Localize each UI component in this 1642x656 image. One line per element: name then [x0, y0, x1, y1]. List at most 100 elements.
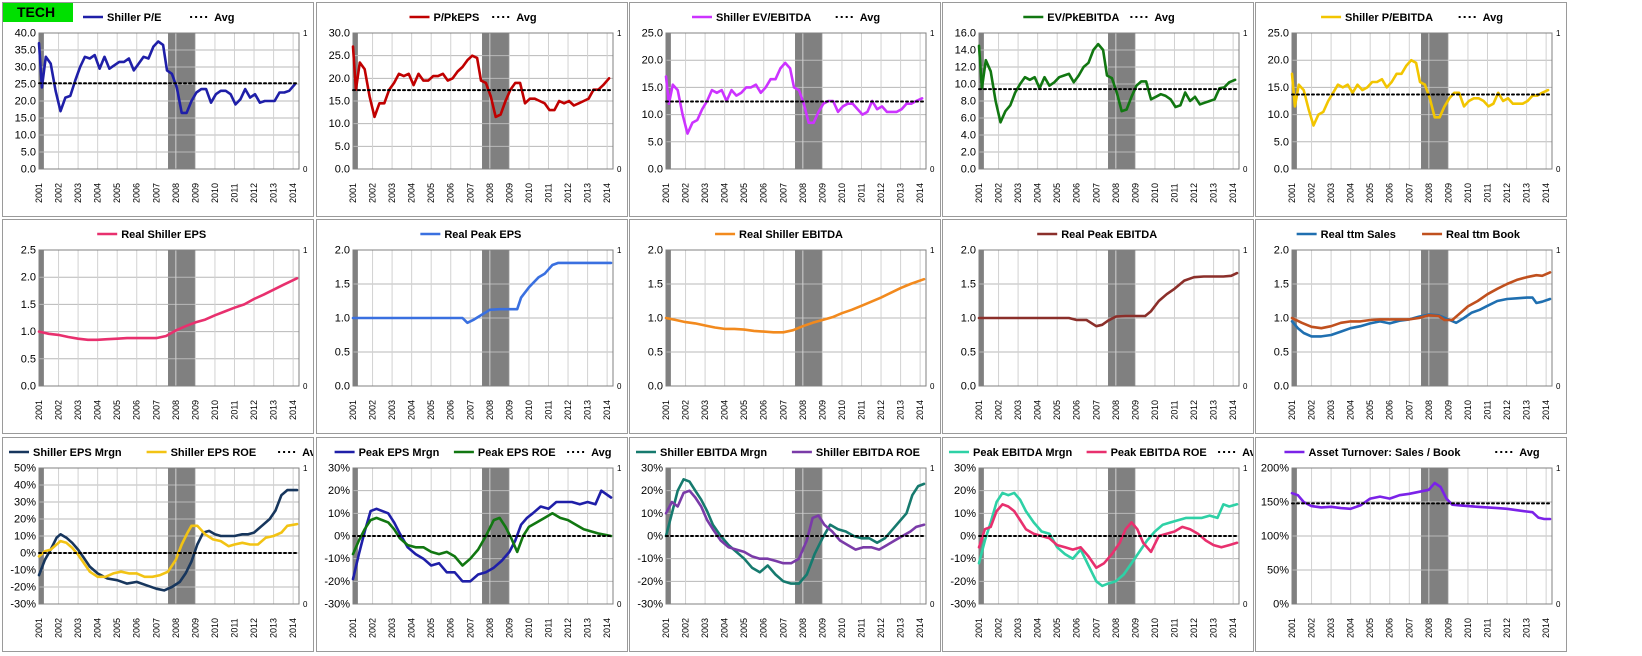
- y-tick-label: 0%: [647, 531, 663, 543]
- x-tick-label: 2001: [974, 618, 984, 638]
- secondary-axis-label: 0: [930, 600, 935, 609]
- x-tick-label: 2011: [856, 618, 866, 637]
- legend-label: Shiller EPS Mrgn: [33, 447, 122, 459]
- x-tick-label: 2003: [1013, 400, 1023, 420]
- legend-item: Real Shiller EBITDA: [715, 229, 843, 241]
- plot-area: [352, 32, 614, 170]
- x-tick-label: 2010: [524, 618, 534, 638]
- x-tick-label: 2007: [151, 618, 161, 638]
- x-tick-label: 2005: [1365, 618, 1375, 638]
- y-tick-label: 1.0: [335, 313, 350, 325]
- x-tick-label: 2008: [1111, 400, 1121, 420]
- chart-panel: 0.0 2.0 4.0 6.0 8.0 10.0 12.0 14.0 16.0 1 0 2001 200…: [942, 2, 1254, 217]
- chart-svg: 0.0 0.5 1.0 1.5 2.0 1 0 2001 2002 2003 2004 2005 200…: [961, 229, 1248, 420]
- y-tick-label: 20.0: [642, 55, 663, 67]
- x-tick-label: 2008: [485, 183, 495, 203]
- y-tick-label: 0.5: [648, 347, 663, 359]
- x-tick-label: 2011: [229, 400, 239, 419]
- chart-panel: 0.0 5.0 10.0 15.0 20.0 25.0 1 0 2001 2002 2003 2004…: [1255, 2, 1567, 217]
- x-tick-label: 2003: [387, 400, 397, 420]
- x-tick-label: 2007: [1404, 183, 1414, 203]
- secondary-axis-label: 1: [930, 246, 935, 255]
- legend-label: Peak EPS Mrgn: [359, 447, 440, 459]
- secondary-axis-label: 1: [303, 246, 308, 255]
- chart-panel: 0% 50% 100% 150% 200% 1 0 2001 2002 2003 2004 2005 2…: [1255, 437, 1567, 652]
- x-tick-label: 2010: [837, 400, 847, 420]
- y-tick-label: 2.0: [1274, 245, 1289, 257]
- x-tick-label: 2002: [368, 400, 378, 420]
- x-tick-label: 2006: [1385, 400, 1395, 420]
- x-tick-label: 2003: [1326, 400, 1336, 420]
- x-tick-label: 2002: [1307, 183, 1317, 203]
- legend-label: Avg: [516, 12, 536, 24]
- x-tick-label: 2013: [896, 183, 906, 203]
- x-tick-label: 2014: [1228, 183, 1238, 203]
- legend-item: Shiller EBITDA ROE: [791, 447, 920, 459]
- legend-label: EV/PkEBITDA: [1047, 12, 1119, 24]
- x-tick-label: 2009: [817, 400, 827, 420]
- x-tick-label: 2013: [1522, 400, 1532, 420]
- y-tick-label: 25.0: [329, 50, 350, 62]
- x-tick-label: 2007: [1404, 618, 1414, 638]
- x-tick-label: 2007: [1404, 400, 1414, 420]
- legend-label: Shiller P/E: [107, 12, 161, 24]
- x-tick-label: 2004: [1033, 618, 1043, 638]
- y-tick-label: 5.0: [648, 136, 663, 148]
- x-tick-label: 2004: [720, 618, 730, 638]
- y-tick-label: 0.5: [1274, 347, 1289, 359]
- x-tick-label: 2010: [210, 400, 220, 420]
- secondary-axis-label: 0: [1243, 600, 1248, 609]
- y-tick-label: 200%: [1261, 463, 1289, 475]
- x-tick-label: 2007: [151, 400, 161, 420]
- x-tick-label: 2010: [210, 618, 220, 638]
- legend-item: Peak EBITDA Mrgn: [949, 447, 1073, 459]
- secondary-axis-label: 0: [930, 382, 935, 391]
- chart-svg: -30% -20% -10% 0% 10% 20% 30% 1 0 2001 2002 2003 200…: [636, 447, 986, 638]
- x-tick-label: 2005: [739, 400, 749, 420]
- y-tick-label: 50%: [14, 463, 36, 475]
- y-tick-label: 10.0: [15, 130, 36, 142]
- y-tick-label: -30%: [324, 599, 350, 611]
- series-line-ev-pkebitda: [977, 42, 1237, 124]
- x-tick-label: 2014: [288, 183, 298, 203]
- secondary-axis-label: 1: [303, 29, 308, 38]
- legend-item: Avg: [1218, 447, 1262, 459]
- legend-item: Avg: [190, 12, 234, 24]
- x-tick-label: 2011: [543, 183, 553, 202]
- y-tick-label: 30%: [954, 463, 976, 475]
- x-tick-label: 2012: [876, 400, 886, 420]
- x-tick-label: 2004: [1346, 400, 1356, 420]
- y-tick-label: 0.0: [335, 164, 350, 176]
- chart-svg: 0.0 5.0 10.0 15.0 20.0 25.0 30.0 1 0 2001 2002 2003…: [329, 12, 622, 203]
- chart-svg: 0.0 0.5 1.0 1.5 2.0 2.5 1 0 2001 2002 2003 2004 2005…: [21, 229, 308, 420]
- x-tick-label: 2008: [1111, 183, 1121, 203]
- x-tick-label: 2001: [661, 400, 671, 420]
- x-tick-label: 2012: [249, 400, 259, 420]
- y-tick-label: -20%: [637, 576, 663, 588]
- x-tick-label: 2003: [73, 183, 83, 203]
- x-tick-label: 2007: [1091, 183, 1101, 203]
- legend-label: Real ttm Book: [1446, 229, 1521, 241]
- y-tick-label: -30%: [637, 599, 663, 611]
- x-tick-label: 2012: [1189, 183, 1199, 203]
- chart-panel: -30% -20% -10% 0% 10% 20% 30% 1 0 2001 2002 2003 200…: [942, 437, 1262, 652]
- x-tick-label: 2011: [543, 400, 553, 419]
- x-tick-label: 2014: [1541, 618, 1551, 638]
- legend-item: P/PkEPS: [409, 12, 479, 24]
- y-tick-label: 40.0: [15, 28, 36, 40]
- legend-item: Avg: [492, 12, 537, 24]
- chart-panel: -30% -20% -10% 0% 10% 20% 30% 1 0 2001 2002 2003 200…: [316, 437, 628, 652]
- secondary-axis-label: 0: [1556, 600, 1561, 609]
- series-line-peak-eps-mrgn: [351, 489, 613, 583]
- secondary-axis-label: 0: [617, 600, 622, 609]
- x-tick-label: 2001: [661, 183, 671, 203]
- x-tick-label: 2013: [896, 400, 906, 420]
- x-tick-label: 2002: [54, 400, 64, 420]
- x-tick-label: 2002: [994, 400, 1004, 420]
- x-tick-label: 2002: [681, 400, 691, 420]
- x-tick-label: 2013: [1209, 618, 1219, 638]
- y-tick-label: 150%: [1261, 497, 1289, 509]
- legend-label: Shiller EPS ROE: [171, 447, 257, 459]
- y-tick-label: 20%: [641, 485, 663, 497]
